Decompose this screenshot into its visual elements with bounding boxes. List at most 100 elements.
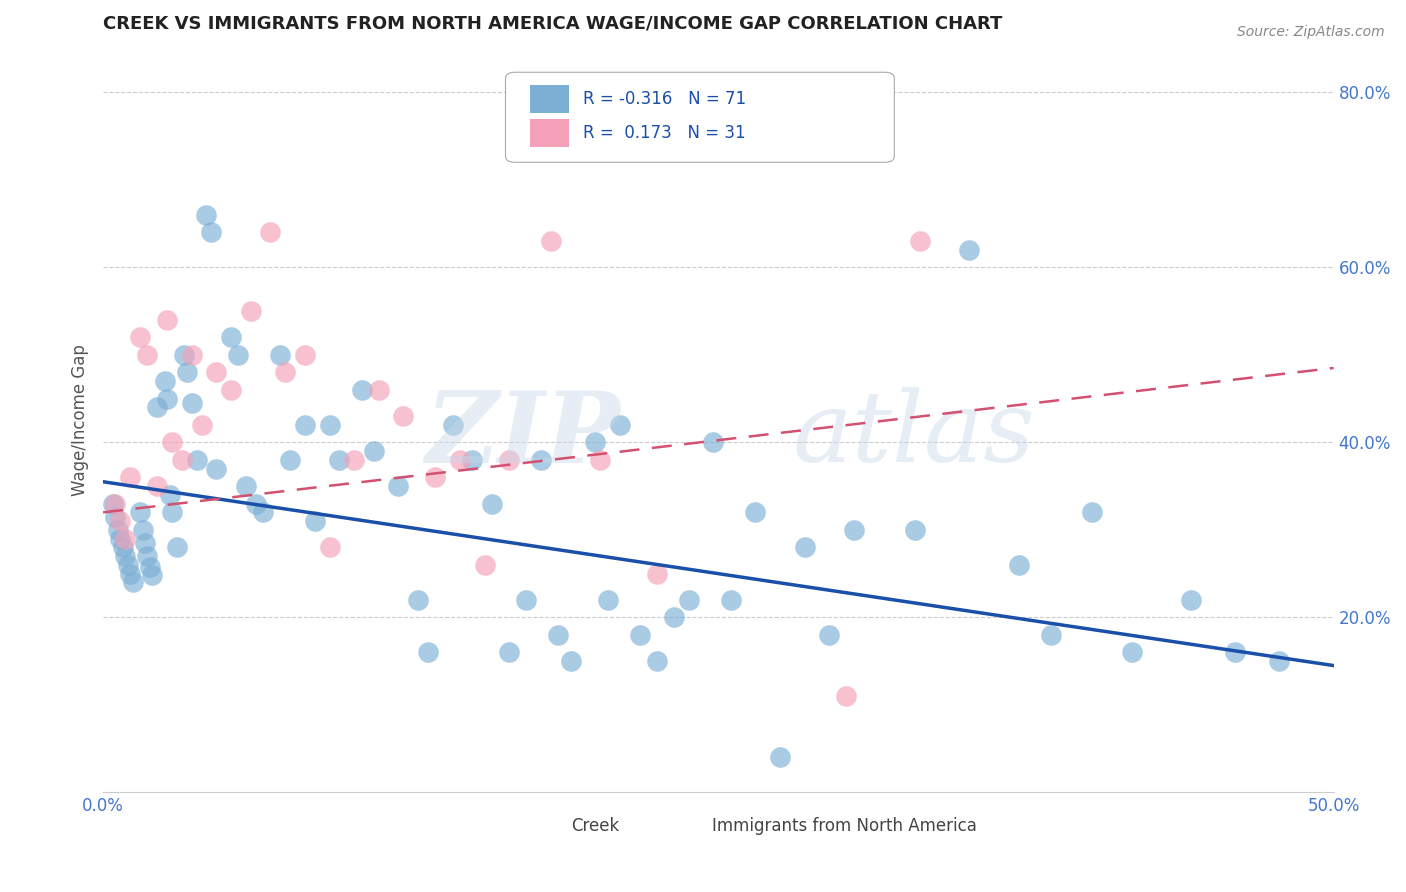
Point — [547, 628, 569, 642]
Point — [235, 479, 257, 493]
Point — [180, 348, 202, 362]
Point — [908, 234, 931, 248]
Point — [387, 479, 409, 493]
Point — [498, 645, 520, 659]
Point — [205, 461, 228, 475]
Point — [200, 225, 222, 239]
Point — [110, 514, 132, 528]
Point — [645, 566, 668, 581]
Point — [195, 208, 218, 222]
Point — [114, 549, 136, 563]
Point — [1081, 505, 1104, 519]
Point — [160, 505, 183, 519]
Point — [1225, 645, 1247, 659]
Point — [219, 330, 242, 344]
FancyBboxPatch shape — [527, 811, 562, 839]
Point — [769, 750, 792, 764]
Text: R =  0.173   N = 31: R = 0.173 N = 31 — [583, 124, 745, 142]
Text: ZIP: ZIP — [425, 387, 620, 483]
Point — [498, 453, 520, 467]
Point — [1007, 558, 1029, 572]
Point — [146, 479, 169, 493]
Point — [318, 541, 340, 555]
Point — [205, 365, 228, 379]
Point — [117, 558, 139, 572]
Point — [294, 348, 316, 362]
Point — [1180, 593, 1202, 607]
Text: CREEK VS IMMIGRANTS FROM NORTH AMERICA WAGE/INCOME GAP CORRELATION CHART: CREEK VS IMMIGRANTS FROM NORTH AMERICA W… — [103, 15, 1002, 33]
Point — [129, 330, 152, 344]
Point — [583, 435, 606, 450]
Point — [367, 383, 389, 397]
Point — [662, 610, 685, 624]
Text: Immigrants from North America: Immigrants from North America — [713, 817, 977, 835]
Point — [702, 435, 724, 450]
Point — [259, 225, 281, 239]
Point — [153, 374, 176, 388]
Point — [252, 505, 274, 519]
Point — [170, 453, 193, 467]
Point — [294, 417, 316, 432]
Point — [120, 566, 142, 581]
Point — [141, 568, 163, 582]
Point — [392, 409, 415, 423]
Point — [350, 383, 373, 397]
Point — [136, 549, 159, 563]
Point — [180, 396, 202, 410]
Point — [835, 689, 858, 703]
Y-axis label: Wage/Income Gap: Wage/Income Gap — [72, 344, 89, 497]
Point — [1268, 654, 1291, 668]
Text: atlas: atlas — [792, 388, 1035, 483]
Point — [274, 365, 297, 379]
Point — [186, 453, 208, 467]
Point — [104, 497, 127, 511]
Point — [481, 497, 503, 511]
Point — [166, 541, 188, 555]
FancyBboxPatch shape — [530, 120, 569, 147]
Point — [406, 593, 429, 607]
Point — [318, 417, 340, 432]
Point — [343, 453, 366, 467]
Point — [278, 453, 301, 467]
FancyBboxPatch shape — [530, 85, 569, 113]
Point — [269, 348, 291, 362]
Point — [1039, 628, 1062, 642]
Point — [136, 348, 159, 362]
Point — [628, 628, 651, 642]
Point — [744, 505, 766, 519]
Point — [120, 470, 142, 484]
Point — [441, 417, 464, 432]
Point — [328, 453, 350, 467]
Point — [589, 453, 612, 467]
Point — [107, 523, 129, 537]
FancyBboxPatch shape — [506, 72, 894, 162]
Point — [104, 509, 127, 524]
Point — [530, 453, 553, 467]
Point — [842, 523, 865, 537]
Point — [146, 401, 169, 415]
Point — [111, 541, 134, 555]
Point — [219, 383, 242, 397]
Point — [540, 234, 562, 248]
Point — [560, 654, 582, 668]
Point — [173, 348, 195, 362]
Point — [1121, 645, 1143, 659]
Point — [228, 348, 250, 362]
Point — [134, 536, 156, 550]
Point — [904, 523, 927, 537]
Point — [363, 444, 385, 458]
Point — [129, 505, 152, 519]
Point — [793, 541, 815, 555]
Point — [159, 488, 181, 502]
Point — [131, 523, 153, 537]
FancyBboxPatch shape — [669, 811, 703, 839]
Point — [957, 243, 980, 257]
Point — [449, 453, 471, 467]
Point — [645, 654, 668, 668]
Point — [156, 392, 179, 406]
Point — [176, 365, 198, 379]
Point — [101, 497, 124, 511]
Point — [416, 645, 439, 659]
Point — [609, 417, 631, 432]
Point — [678, 593, 700, 607]
